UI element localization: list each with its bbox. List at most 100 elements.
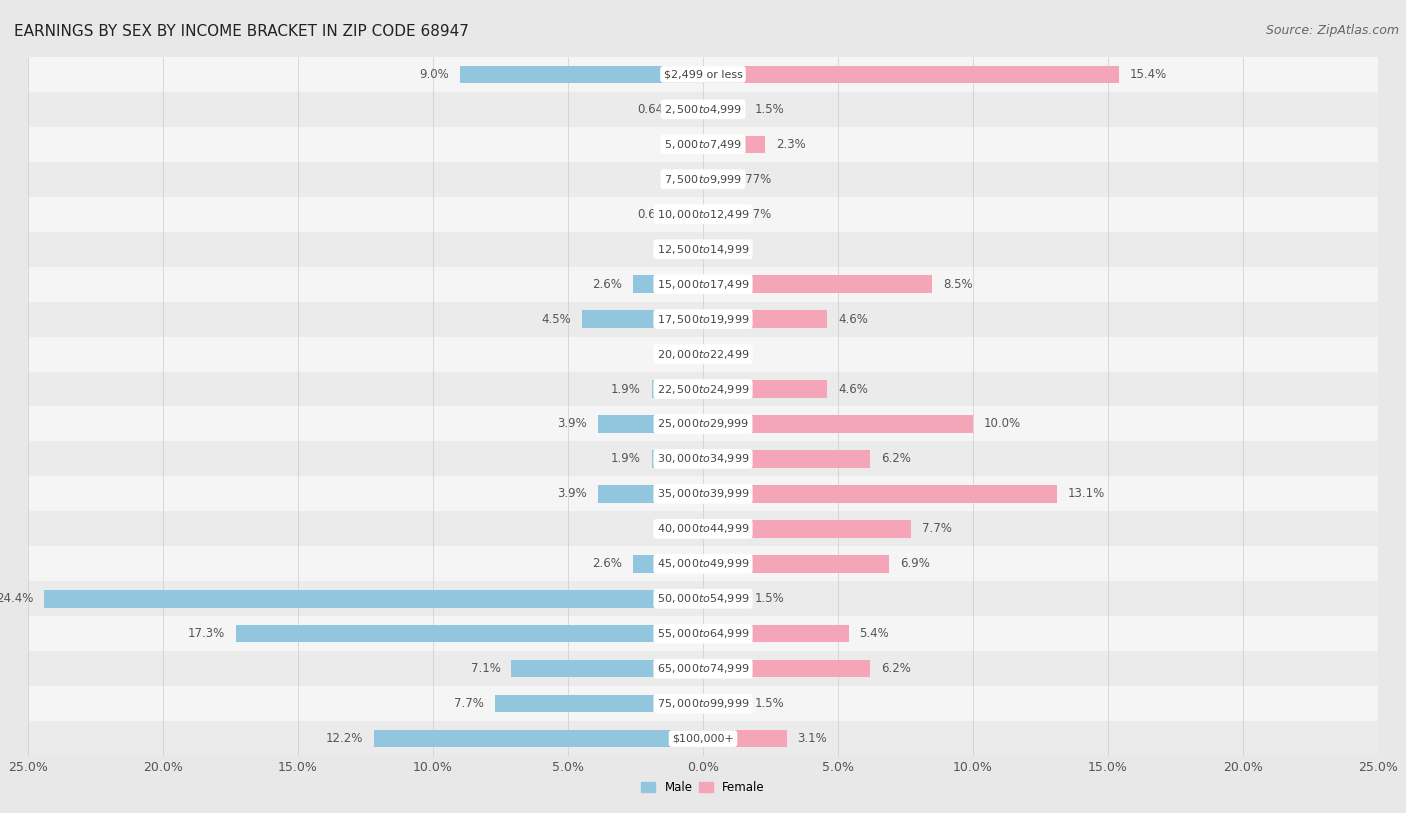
Text: $15,000 to $17,499: $15,000 to $17,499 <box>657 278 749 290</box>
Bar <box>703 171 724 188</box>
Bar <box>703 590 744 607</box>
Text: 15.4%: 15.4% <box>1129 68 1167 80</box>
Bar <box>703 276 932 293</box>
Bar <box>460 66 703 83</box>
Text: $12,500 to $14,999: $12,500 to $14,999 <box>657 243 749 255</box>
Text: 2.6%: 2.6% <box>592 278 621 290</box>
Text: 0.0%: 0.0% <box>662 173 692 185</box>
Text: 1.9%: 1.9% <box>612 453 641 465</box>
Text: 13.1%: 13.1% <box>1067 488 1105 500</box>
Bar <box>703 311 827 328</box>
Bar <box>512 660 703 677</box>
Bar <box>703 520 911 537</box>
Text: 9.0%: 9.0% <box>419 68 450 80</box>
Text: 8.5%: 8.5% <box>943 278 973 290</box>
Text: 5.4%: 5.4% <box>859 628 890 640</box>
Text: $22,500 to $24,999: $22,500 to $24,999 <box>657 383 749 395</box>
Bar <box>28 57 1378 92</box>
Bar <box>686 206 703 223</box>
Bar <box>703 136 765 153</box>
Bar <box>28 581 1378 616</box>
Text: $7,500 to $9,999: $7,500 to $9,999 <box>664 173 742 185</box>
Bar <box>28 162 1378 197</box>
Text: 3.9%: 3.9% <box>557 418 586 430</box>
Bar <box>598 485 703 502</box>
Bar <box>374 730 703 747</box>
Text: $35,000 to $39,999: $35,000 to $39,999 <box>657 488 749 500</box>
Text: 1.5%: 1.5% <box>754 698 785 710</box>
Text: 2.3%: 2.3% <box>776 138 806 150</box>
Bar <box>703 415 973 433</box>
Text: 1.5%: 1.5% <box>754 593 785 605</box>
Text: EARNINGS BY SEX BY INCOME BRACKET IN ZIP CODE 68947: EARNINGS BY SEX BY INCOME BRACKET IN ZIP… <box>14 24 470 39</box>
Text: 2.6%: 2.6% <box>592 558 621 570</box>
Bar <box>28 546 1378 581</box>
Bar <box>28 197 1378 232</box>
Text: 7.1%: 7.1% <box>471 663 501 675</box>
Text: $17,500 to $19,999: $17,500 to $19,999 <box>657 313 749 325</box>
Text: 6.2%: 6.2% <box>882 453 911 465</box>
Text: 0.0%: 0.0% <box>662 138 692 150</box>
Bar <box>28 616 1378 651</box>
Text: $40,000 to $44,999: $40,000 to $44,999 <box>657 523 749 535</box>
Legend: Male, Female: Male, Female <box>637 776 769 799</box>
Bar <box>652 380 703 398</box>
Text: $2,499 or less: $2,499 or less <box>664 69 742 80</box>
Bar <box>28 267 1378 302</box>
Text: 0.0%: 0.0% <box>662 243 692 255</box>
Text: 17.3%: 17.3% <box>188 628 225 640</box>
Bar <box>598 415 703 433</box>
Text: $20,000 to $22,499: $20,000 to $22,499 <box>657 348 749 360</box>
Text: 7.7%: 7.7% <box>454 698 484 710</box>
Bar <box>28 686 1378 721</box>
Text: 7.7%: 7.7% <box>922 523 952 535</box>
Text: 0.77%: 0.77% <box>734 173 772 185</box>
Bar <box>633 276 703 293</box>
Bar <box>45 590 703 607</box>
Bar <box>28 441 1378 476</box>
Text: 12.2%: 12.2% <box>325 733 363 745</box>
Text: 4.6%: 4.6% <box>838 313 868 325</box>
Bar <box>703 101 744 118</box>
Text: $50,000 to $54,999: $50,000 to $54,999 <box>657 593 749 605</box>
Text: 3.1%: 3.1% <box>797 733 827 745</box>
Text: $55,000 to $64,999: $55,000 to $64,999 <box>657 628 749 640</box>
Text: 3.9%: 3.9% <box>557 488 586 500</box>
Text: $30,000 to $34,999: $30,000 to $34,999 <box>657 453 749 465</box>
Bar <box>28 511 1378 546</box>
Bar <box>28 302 1378 337</box>
Text: $2,500 to $4,999: $2,500 to $4,999 <box>664 103 742 115</box>
Bar <box>28 651 1378 686</box>
Bar <box>703 206 724 223</box>
Bar <box>633 555 703 572</box>
Text: 1.5%: 1.5% <box>754 103 785 115</box>
Text: 1.9%: 1.9% <box>612 383 641 395</box>
Bar <box>703 555 889 572</box>
Bar <box>703 660 870 677</box>
Text: Source: ZipAtlas.com: Source: ZipAtlas.com <box>1265 24 1399 37</box>
Bar <box>703 380 827 398</box>
Bar <box>28 476 1378 511</box>
Text: $10,000 to $12,499: $10,000 to $12,499 <box>657 208 749 220</box>
Bar <box>28 92 1378 127</box>
Bar <box>703 450 870 467</box>
Text: 4.5%: 4.5% <box>541 313 571 325</box>
Text: 0.64%: 0.64% <box>638 103 675 115</box>
Text: 4.6%: 4.6% <box>838 383 868 395</box>
Text: $65,000 to $74,999: $65,000 to $74,999 <box>657 663 749 675</box>
Bar <box>703 695 744 712</box>
Bar <box>703 485 1057 502</box>
Bar <box>28 372 1378 406</box>
Bar <box>582 311 703 328</box>
Text: 6.2%: 6.2% <box>882 663 911 675</box>
Text: 0.0%: 0.0% <box>714 348 744 360</box>
Bar <box>28 721 1378 756</box>
Text: 0.0%: 0.0% <box>714 243 744 255</box>
Bar <box>686 101 703 118</box>
Text: $75,000 to $99,999: $75,000 to $99,999 <box>657 698 749 710</box>
Bar <box>28 232 1378 267</box>
Text: $25,000 to $29,999: $25,000 to $29,999 <box>657 418 749 430</box>
Text: 0.64%: 0.64% <box>638 208 675 220</box>
Bar <box>28 337 1378 372</box>
Text: 10.0%: 10.0% <box>984 418 1021 430</box>
